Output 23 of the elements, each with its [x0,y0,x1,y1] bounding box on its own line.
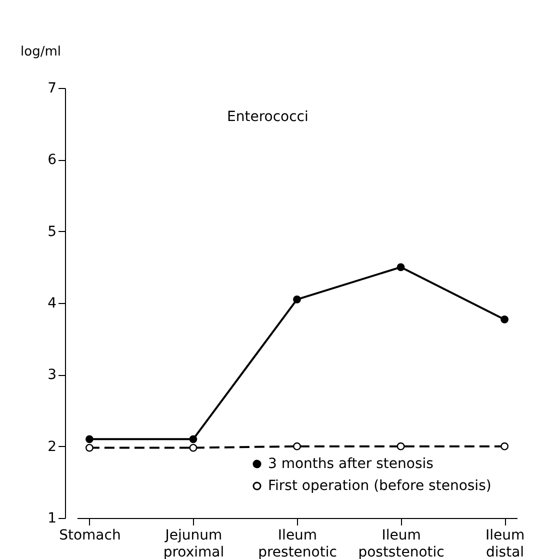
y-axis-title: log/ml [20,44,61,60]
point [86,435,94,444]
point [396,263,405,272]
point [293,295,301,304]
point [500,316,508,324]
y-tick-label: 1 [48,510,56,526]
legend-label: 3 months after stenosis [268,456,434,472]
point [86,444,94,452]
y-tick-label: 7 [48,80,56,96]
point [500,442,508,450]
point [189,444,198,452]
point [189,435,198,444]
text: Enterococci [227,109,308,125]
x-tick-label: Stomach [59,528,121,544]
x-tick-label: Ileum distal [485,528,525,559]
y-tick-label: 4 [48,296,57,312]
legend-label: First operation (before stenosis) [268,478,492,494]
point [396,442,405,450]
point [293,442,301,450]
y-tick-label: 6 [48,152,57,168]
y-tick-label: 2 [48,438,56,455]
y-tick-label: 5 [48,224,56,240]
y-tick-label: 3 [48,367,56,384]
